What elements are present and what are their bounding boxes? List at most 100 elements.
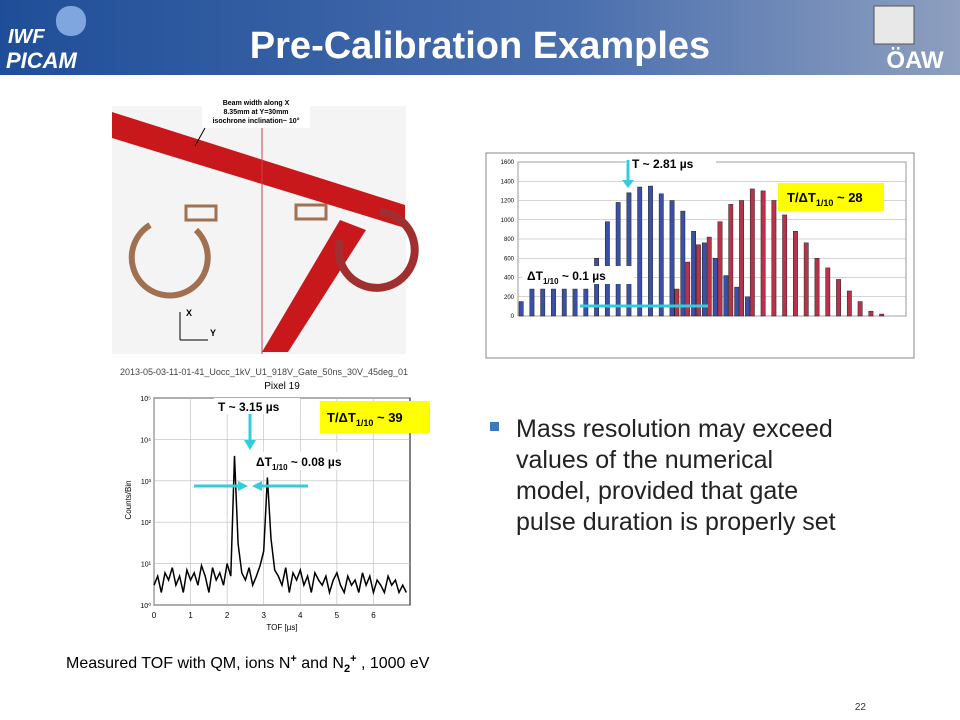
bar xyxy=(658,193,664,317)
y-tick-label: 800 xyxy=(504,237,515,243)
bar xyxy=(674,288,680,317)
bar xyxy=(540,288,546,317)
label-bg xyxy=(522,266,634,284)
bullet-line: values of the numerical xyxy=(516,446,773,474)
mirror-left xyxy=(128,222,211,299)
page-number: 22 xyxy=(855,702,867,713)
bullet-line: Mass resolution may exceed xyxy=(516,415,833,443)
title: Pre-Calibration Examples xyxy=(250,25,710,67)
bar xyxy=(529,288,535,317)
header-bar xyxy=(0,0,960,75)
y-tick-label: 10⁴ xyxy=(140,437,151,444)
y-tick-label: 400 xyxy=(504,276,515,282)
bar xyxy=(868,310,874,317)
t-label: T ~ 3.15 µs xyxy=(218,400,280,414)
x-tick-label: 5 xyxy=(335,611,340,620)
x-tick-label: 6 xyxy=(371,611,376,620)
bar xyxy=(551,288,556,317)
bar xyxy=(803,242,809,317)
y-tick-label: 10² xyxy=(141,520,152,527)
bar xyxy=(793,231,798,317)
bar xyxy=(857,301,863,317)
label-bg xyxy=(626,156,716,172)
beam xyxy=(112,112,405,228)
bar xyxy=(745,296,750,317)
caption-part: + xyxy=(290,653,296,665)
bullet-marker xyxy=(490,422,499,431)
label-box xyxy=(778,183,884,211)
bar xyxy=(626,192,632,317)
caption-part: , 1000 eV xyxy=(357,655,430,672)
bar xyxy=(572,288,578,317)
dt-label: ΔT1/10 ~ 0.1 µs xyxy=(527,269,606,286)
bar xyxy=(712,258,718,317)
y-tick-label: 1000 xyxy=(501,218,515,224)
bar xyxy=(879,313,885,317)
logo-building xyxy=(873,5,915,45)
spectrum-line xyxy=(153,455,407,596)
y-axis-label: Counts/Bin xyxy=(124,480,133,519)
y-tick-label: 600 xyxy=(504,256,515,262)
label-bg xyxy=(214,398,300,414)
simulation-image: Beam width along X 8.35mm at Y=30mm isoc… xyxy=(112,96,419,354)
bar xyxy=(648,185,653,317)
bar xyxy=(701,242,707,317)
bar xyxy=(594,258,600,317)
bar xyxy=(706,236,712,317)
bullet-text: Mass resolution may exceed values of the … xyxy=(516,415,836,536)
bar xyxy=(561,288,567,317)
bar xyxy=(583,288,589,317)
x-tick-label: 2 xyxy=(225,611,230,620)
arrow-head xyxy=(252,481,262,491)
ratio-label: T/ΔT1/10 ~ 39 xyxy=(327,410,403,428)
sim-note: Beam width along X xyxy=(223,100,290,107)
bar xyxy=(518,301,524,317)
t-label: T ~ 2.81 µs xyxy=(632,157,694,171)
note-box xyxy=(202,96,310,128)
logo-picam: PICAM xyxy=(6,48,78,73)
bar xyxy=(680,210,686,317)
logo-oaw: ÖAW xyxy=(886,47,944,74)
bar xyxy=(723,275,729,317)
bar xyxy=(717,221,723,317)
y-tick-label: 1200 xyxy=(501,199,515,205)
sim-note: 8.35mm at Y=30mm xyxy=(223,109,288,116)
x-tick-label: 4 xyxy=(298,611,303,620)
label-bg xyxy=(252,452,370,470)
bar xyxy=(782,214,788,317)
label-box xyxy=(320,401,430,433)
plot-subtitle: Pixel 19 xyxy=(264,381,300,392)
bar xyxy=(846,290,852,317)
y-tick-label: 10⁵ xyxy=(140,396,151,403)
x-tick-label: 3 xyxy=(261,611,266,620)
logo-iwf: IWF xyxy=(8,26,45,48)
bullet-line: model, provided that gate xyxy=(516,477,798,505)
arrow-head xyxy=(622,180,634,188)
y-tick-label: 10³ xyxy=(141,479,152,486)
sim-note: isochrone inclination~ 10° xyxy=(212,117,299,125)
dt-label: ΔT1/10 ~ 0.08 µs xyxy=(256,455,342,472)
bar xyxy=(669,200,675,317)
logo-globe xyxy=(56,6,86,36)
axis-label: Y xyxy=(210,328,216,338)
x-tick-label: 1 xyxy=(188,611,193,620)
filename: 2013-05-03-11-01-41_Uocc_1kV_U1_918V_Gat… xyxy=(120,367,408,377)
x-tick-label: 0 xyxy=(152,611,157,620)
bar xyxy=(685,261,691,317)
bar xyxy=(760,190,766,317)
x-axis-label: TOF [µs] xyxy=(266,623,297,632)
arrow-head xyxy=(244,440,256,450)
axis-label: X xyxy=(186,308,192,318)
bar xyxy=(691,231,697,317)
caption-part: and N xyxy=(297,655,344,672)
y-tick-label: 0 xyxy=(511,314,515,320)
y-tick-label: 1600 xyxy=(501,160,515,166)
bar xyxy=(696,244,701,317)
bar xyxy=(739,200,744,317)
bar xyxy=(734,286,740,317)
bar xyxy=(749,188,755,317)
bar xyxy=(814,258,820,317)
y-tick-label: 1400 xyxy=(501,179,515,185)
note-pointer xyxy=(194,127,206,147)
